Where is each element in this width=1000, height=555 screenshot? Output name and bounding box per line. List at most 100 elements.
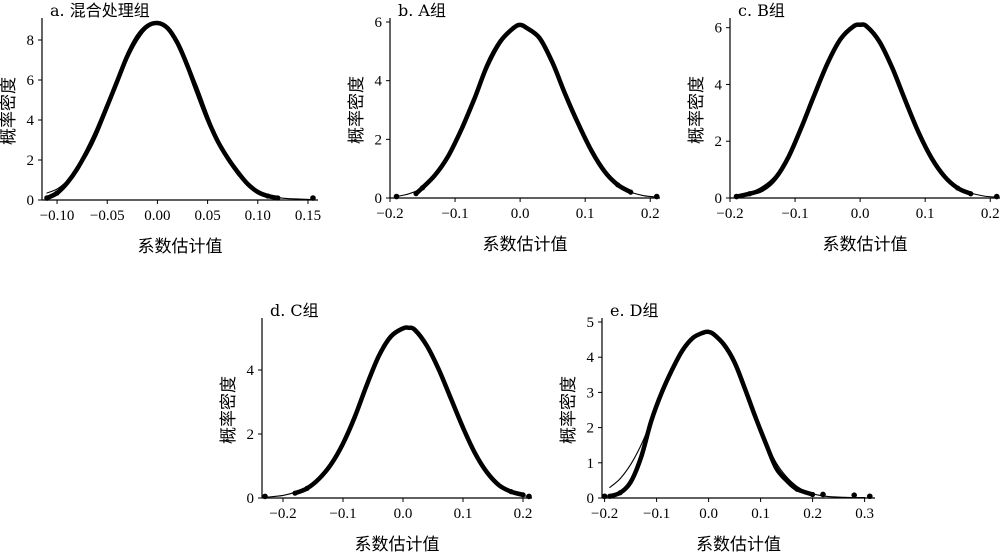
y-tick-label: 4 — [247, 363, 255, 379]
x-tick-label: 0.2 — [514, 506, 533, 522]
x-tick-label: −0.05 — [90, 208, 125, 224]
data-point — [520, 492, 526, 498]
data-point — [265, 193, 271, 199]
data-point — [617, 490, 623, 496]
x-tick-label: 0.1 — [454, 506, 473, 522]
x-tick-label: −0.10 — [40, 208, 75, 224]
chart-panel-d: 0 2 4 −0.2 −0.1 0.0 0.1 0.2 系数估计值 概率密度 d. C组 — [219, 301, 532, 555]
kernel-density-line — [734, 22, 973, 199]
y-tick-label: 4 — [587, 350, 595, 366]
panel-title: a. 混合处理组 — [50, 1, 150, 20]
x-axis-title: 系数估计值 — [823, 235, 908, 255]
smooth-density-line — [609, 331, 866, 499]
chart-panel-b: 0 2 4 6 −0.2 −0.1 0.0 0.1 0.2 系数估计值 概率密度 b. A组 — [347, 1, 660, 255]
x-axis-title: 系数估计值 — [355, 535, 440, 555]
y-tick-label: 4 — [375, 74, 383, 90]
panel-title: e. D组 — [610, 301, 658, 320]
x-tick-label: 0.2 — [803, 506, 822, 522]
panel-title: b. A组 — [398, 1, 446, 20]
kernel-density-line — [607, 329, 815, 499]
outlier-point — [851, 492, 857, 498]
y-tick-label: 6 — [715, 21, 723, 37]
x-tick-label: 0.3 — [855, 506, 874, 522]
x-tick-label: −0.1 — [329, 506, 356, 522]
x-tick-label: −0.2 — [376, 206, 403, 222]
x-tick-label: −0.2 — [591, 506, 618, 522]
x-tick-label: 0.1 — [916, 206, 935, 222]
y-tick-label: 4 — [715, 77, 723, 93]
data-point — [968, 191, 974, 197]
data-point — [955, 185, 961, 191]
y-tick-label: 0 — [375, 191, 383, 207]
x-tick-label: 0.2 — [641, 206, 660, 222]
data-point — [794, 486, 800, 492]
y-tick-label: 2 — [247, 427, 255, 443]
x-tick-label: 0.0 — [511, 206, 530, 222]
y-tick-label: 6 — [375, 15, 383, 31]
data-point — [54, 190, 60, 196]
y-tick-label: 0 — [247, 491, 255, 507]
outlier-point — [820, 491, 826, 498]
data-point — [607, 493, 613, 499]
data-point — [508, 489, 514, 495]
panel-title: c. B组 — [738, 1, 785, 20]
outlier-point — [993, 193, 1000, 200]
y-tick-label: 2 — [27, 153, 35, 169]
x-tick-label: 0.0 — [699, 506, 718, 522]
kernel-density-line — [44, 20, 281, 201]
y-tick-label: 2 — [587, 421, 595, 437]
y-tick-label: 8 — [27, 33, 35, 49]
x-tick-label: 0.0 — [394, 506, 413, 522]
chart-panel-c: 0 2 4 6 −0.2 −0.1 0.0 0.1 0.2 系数估计值 概率密度 c. B组 — [687, 1, 1000, 255]
y-tick-label: 5 — [587, 315, 595, 331]
x-tick-label: 0.2 — [981, 206, 1000, 222]
outlier-point — [310, 195, 316, 201]
x-tick-label: −0.1 — [781, 206, 808, 222]
data-point — [419, 185, 426, 191]
x-tick-label: 0.15 — [295, 208, 321, 224]
data-point — [304, 485, 310, 491]
y-tick-label: 0 — [27, 193, 35, 209]
x-tick-label: −0.1 — [441, 206, 468, 222]
y-tick-label: 0 — [715, 191, 723, 207]
x-tick-label: 0.05 — [194, 208, 220, 224]
outlier-point — [44, 195, 50, 201]
x-tick-label: 0.0 — [851, 206, 870, 222]
data-point — [413, 191, 419, 197]
chart-panel-e: 0 1 2 3 4 5 −0.2 −0.1 0.0 0.1 0.2 0.3 系数估计值 概率密度 e. D组 — [559, 301, 875, 555]
kernel-density-line — [413, 22, 633, 196]
outlier-point — [262, 493, 268, 500]
y-tick-label: 2 — [375, 132, 383, 148]
outlier-point — [867, 493, 873, 500]
data-point — [746, 191, 753, 197]
outlier-point — [733, 193, 740, 200]
x-axis-title: 系数估计值 — [138, 237, 223, 257]
y-tick-label: 4 — [27, 113, 35, 129]
x-tick-label: 0.1 — [751, 506, 770, 522]
x-tick-label: −0.2 — [269, 506, 296, 522]
x-tick-label: 0.10 — [245, 208, 271, 224]
y-axis-title: 概率密度 — [687, 76, 707, 144]
panel-title: d. C组 — [270, 301, 319, 320]
y-tick-label: 2 — [715, 134, 723, 150]
chart-panel-a: 0 2 4 6 8 −0.10 −0.05 0.00 0.05 0.10 0.15 系数估计值 概率密度… — [0, 1, 321, 257]
outlier-point — [653, 193, 660, 200]
y-axis-title: 概率密度 — [219, 376, 239, 444]
outlier-point — [393, 193, 400, 200]
y-axis-title: 概率密度 — [0, 77, 19, 145]
x-axis-title: 系数估计值 — [483, 235, 568, 255]
x-tick-label: −0.2 — [716, 206, 743, 222]
outlier-point — [601, 493, 608, 500]
data-point — [628, 189, 634, 195]
outlier-point — [526, 493, 532, 500]
y-tick-label: 3 — [587, 385, 595, 401]
data-point — [292, 490, 298, 496]
y-tick-label: 6 — [27, 73, 35, 89]
x-tick-label: −0.1 — [643, 506, 670, 522]
y-tick-label: 1 — [587, 456, 595, 472]
smooth-density-line — [735, 24, 998, 198]
x-tick-label: 0.00 — [144, 208, 170, 224]
kernel-density-line — [292, 325, 526, 498]
